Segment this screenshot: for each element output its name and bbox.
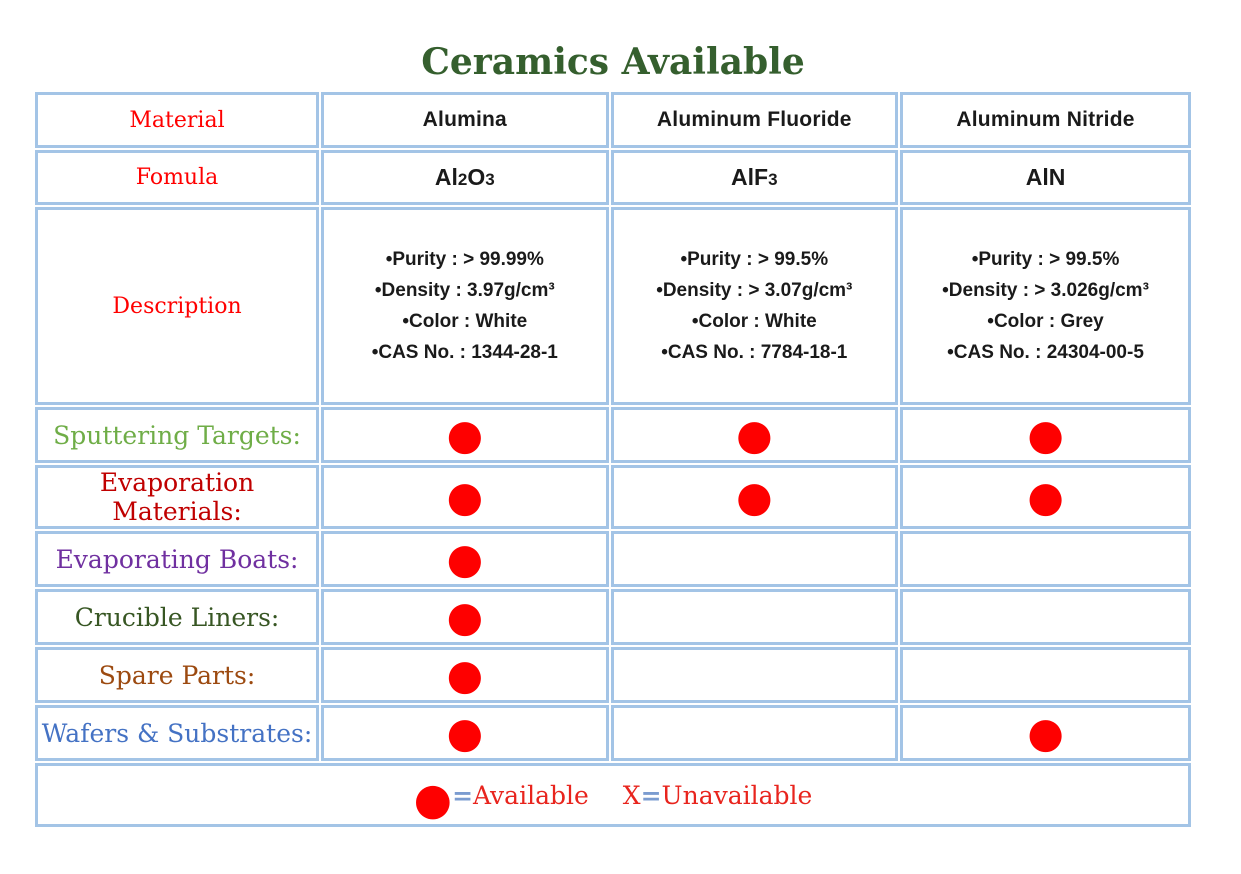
category-label: Spare Parts: bbox=[98, 660, 256, 690]
availability-dot bbox=[900, 647, 1191, 703]
desc-line: •Color : White bbox=[402, 311, 528, 332]
category-row-sputtering-targets: Sputtering Targets: ● ● ● bbox=[35, 407, 1191, 463]
formula-alumina: Al2O3 bbox=[321, 150, 609, 205]
description-row: Description •Purity : > 99.99% •Density … bbox=[35, 207, 1191, 405]
category-row-wafers-substrates: Wafers & Substrates: ● ● bbox=[35, 705, 1191, 761]
desc-line: •CAS No. : 24304-00-5 bbox=[947, 342, 1144, 363]
availability-dot: ● bbox=[321, 465, 609, 529]
material-name-alumina: Alumina bbox=[321, 92, 609, 148]
availability-dot: ● bbox=[321, 647, 609, 703]
desc-line: •Color : Grey bbox=[987, 311, 1104, 332]
description-aluminum-fluoride: •Purity : > 99.5% •Density : > 3.07g/cm³… bbox=[610, 207, 899, 405]
formula-aluminum-fluoride: AlF3 bbox=[610, 150, 899, 205]
description-row-header: Description bbox=[35, 207, 320, 405]
desc-line: •Density : 3.97g/cm³ bbox=[374, 280, 555, 301]
availability-dot bbox=[610, 705, 899, 761]
equals-sign: = bbox=[452, 780, 474, 810]
legend-row: ●=Available X=Unavailable bbox=[35, 763, 1191, 827]
availability-dot: ● bbox=[610, 407, 899, 463]
description-alumina: •Purity : > 99.99% •Density : 3.97g/cm³ … bbox=[321, 207, 609, 405]
legend: ●=Available X=Unavailable bbox=[35, 763, 1191, 827]
page-title: Ceramics Available bbox=[421, 41, 805, 83]
availability-dot: ● bbox=[321, 531, 609, 587]
category-row-crucible-liners: Crucible Liners: ● bbox=[35, 589, 1191, 645]
availability-dot: ● bbox=[900, 465, 1191, 529]
desc-line: •Density : > 3.07g/cm³ bbox=[656, 280, 853, 301]
legend-available-label: Available bbox=[473, 780, 589, 810]
availability-dot bbox=[900, 589, 1191, 645]
desc-line: •CAS No. : 1344-28-1 bbox=[371, 342, 558, 363]
equals-sign: = bbox=[640, 780, 662, 810]
formula-aluminum-nitride: AlN bbox=[900, 150, 1191, 205]
category-label-cell: Sputtering Targets: bbox=[35, 407, 320, 463]
category-label: Sputtering Targets: bbox=[53, 420, 301, 450]
availability-dot bbox=[610, 589, 899, 645]
availability-dot: ● bbox=[610, 465, 899, 529]
material-name-aluminum-fluoride: Aluminum Fluoride bbox=[610, 92, 899, 148]
material-row: Material Alumina Aluminum Fluoride Alumi… bbox=[35, 92, 1191, 148]
availability-dot: ● bbox=[321, 589, 609, 645]
availability-dot: ● bbox=[900, 705, 1191, 761]
availability-dot: ● bbox=[321, 705, 609, 761]
material-row-header: Material bbox=[35, 92, 320, 148]
legend-unavailable-label: Unavailable bbox=[661, 780, 813, 810]
category-label-cell: Wafers & Substrates: bbox=[35, 705, 320, 761]
description-aluminum-nitride: •Purity : > 99.5% •Density : > 3.026g/cm… bbox=[900, 207, 1191, 405]
desc-line: •Purity : > 99.99% bbox=[385, 249, 544, 270]
category-label-cell: Evaporating Boats: bbox=[35, 531, 320, 587]
category-label-cell: Evaporation Materials: bbox=[35, 465, 320, 529]
availability-dot: ● bbox=[900, 407, 1191, 463]
category-label: Crucible Liners: bbox=[74, 602, 280, 632]
desc-line: •Purity : > 99.5% bbox=[971, 249, 1120, 270]
desc-line: •CAS No. : 7784-18-1 bbox=[661, 342, 848, 363]
category-label-cell: Spare Parts: bbox=[35, 647, 320, 703]
material-name-aluminum-nitride: Aluminum Nitride bbox=[900, 92, 1191, 148]
availability-dot bbox=[900, 531, 1191, 587]
desc-line: •Color : White bbox=[691, 311, 817, 332]
unavailable-x-icon: X bbox=[622, 780, 641, 810]
availability-dot bbox=[610, 647, 899, 703]
category-label: Evaporating Boats: bbox=[55, 544, 299, 574]
category-label-cell: Crucible Liners: bbox=[35, 589, 320, 645]
ceramics-availability-table: Material Alumina Aluminum Fluoride Alumi… bbox=[33, 90, 1193, 829]
formula-row-header: Fomula bbox=[35, 150, 320, 205]
category-label: Wafers & Substrates: bbox=[41, 718, 313, 748]
formula-row: Fomula Al2O3 AlF3 AlN bbox=[35, 150, 1191, 205]
category-row-evaporating-boats: Evaporating Boats: ● bbox=[35, 531, 1191, 587]
category-row-spare-parts: Spare Parts: ● bbox=[35, 647, 1191, 703]
availability-dot bbox=[610, 531, 899, 587]
availability-dot: ● bbox=[321, 407, 609, 463]
category-row-evaporation-materials: Evaporation Materials: ● ● ● bbox=[35, 465, 1191, 529]
desc-line: •Purity : > 99.5% bbox=[680, 249, 829, 270]
category-label: Evaporation Materials: bbox=[99, 468, 255, 526]
available-dot-icon: ● bbox=[413, 773, 453, 825]
desc-line: •Density : > 3.026g/cm³ bbox=[942, 280, 1149, 301]
